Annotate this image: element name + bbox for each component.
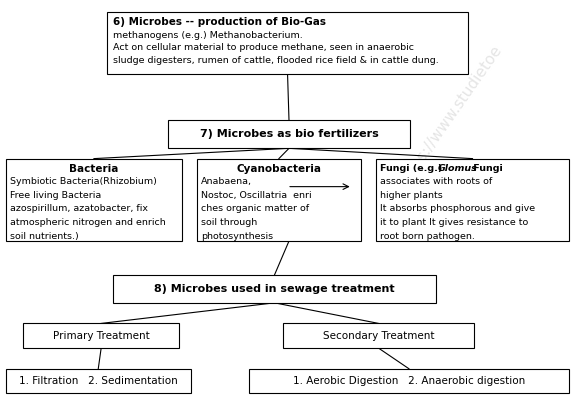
FancyBboxPatch shape [249, 369, 569, 393]
FancyBboxPatch shape [168, 120, 410, 148]
Text: atmospheric nitrogen and enrich: atmospheric nitrogen and enrich [10, 218, 166, 227]
Text: Anabaena,: Anabaena, [201, 177, 252, 186]
FancyBboxPatch shape [113, 275, 436, 303]
Text: Act on cellular material to produce methane, seen in anaerobic: Act on cellular material to produce meth… [113, 43, 414, 52]
Text: associates with roots of: associates with roots of [380, 177, 492, 186]
Text: It absorbs phosphorous and give: It absorbs phosphorous and give [380, 204, 535, 213]
Text: soil nutrients.): soil nutrients.) [10, 232, 79, 241]
Text: Fungi: Fungi [470, 164, 503, 173]
Text: Nostoc, Oscillatria  enri: Nostoc, Oscillatria enri [201, 191, 312, 200]
FancyBboxPatch shape [23, 323, 179, 348]
Text: 1. Aerobic Digestion   2. Anaerobic digestion: 1. Aerobic Digestion 2. Anaerobic digest… [293, 376, 525, 386]
FancyBboxPatch shape [197, 159, 361, 241]
FancyBboxPatch shape [376, 159, 569, 241]
FancyBboxPatch shape [6, 369, 191, 393]
Text: soil through: soil through [201, 218, 257, 227]
Text: sludge digesters, rumen of cattle, flooded rice field & in cattle dung.: sludge digesters, rumen of cattle, flood… [113, 56, 439, 65]
Text: Secondary Treatment: Secondary Treatment [323, 331, 434, 341]
Text: Primary Treatment: Primary Treatment [53, 331, 150, 341]
Text: Cyanobacteria: Cyanobacteria [236, 164, 321, 173]
Text: https://www.studietoe: https://www.studietoe [397, 42, 505, 188]
FancyBboxPatch shape [107, 12, 468, 74]
Text: root born pathogen.: root born pathogen. [380, 232, 475, 241]
Text: Fungi (e.g.): Fungi (e.g.) [380, 164, 446, 173]
Text: Symbiotic Bacteria(Rhizobium): Symbiotic Bacteria(Rhizobium) [10, 177, 157, 186]
Text: photosynthesis: photosynthesis [201, 232, 273, 241]
FancyBboxPatch shape [283, 323, 474, 348]
Text: azospirillum, azatobacter, fix: azospirillum, azatobacter, fix [10, 204, 149, 213]
Text: Glomus: Glomus [438, 164, 478, 173]
Text: Bacteria: Bacteria [69, 164, 118, 173]
Text: it to plant It gives resistance to: it to plant It gives resistance to [380, 218, 528, 227]
Text: ches organic matter of: ches organic matter of [201, 204, 309, 213]
FancyBboxPatch shape [6, 159, 182, 241]
Text: 8) Microbes used in sewage treatment: 8) Microbes used in sewage treatment [154, 284, 395, 294]
Text: 1. Filtration   2. Sedimentation: 1. Filtration 2. Sedimentation [19, 376, 177, 386]
Text: higher plants: higher plants [380, 191, 443, 200]
Text: 7) Microbes as bio fertilizers: 7) Microbes as bio fertilizers [199, 129, 379, 139]
Text: 6) Microbes -- production of Bio-Gas: 6) Microbes -- production of Bio-Gas [113, 17, 326, 27]
Text: Free living Bacteria: Free living Bacteria [10, 191, 102, 200]
Text: methanogens (e.g.) Methanobacterium.: methanogens (e.g.) Methanobacterium. [113, 31, 302, 40]
